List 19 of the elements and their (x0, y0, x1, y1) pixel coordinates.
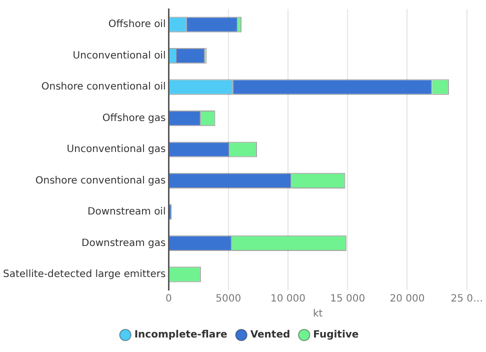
x-tick-label: 5000 (216, 294, 242, 305)
y-tick-label: Unconventional gas (66, 144, 166, 156)
x-tick-label: 25 0… (450, 294, 483, 305)
y-tick-label: Satellite-detected large emitters (2, 268, 166, 280)
legend-label: Vented (250, 330, 290, 341)
legend-label: Incomplete-flare (134, 330, 228, 341)
y-tick-label: Downstream oil (88, 206, 166, 218)
y-tick-label: Unconventional oil (72, 50, 166, 62)
x-tick-label: 0 (166, 294, 172, 305)
legend-label: Fugitive (313, 330, 359, 341)
x-axis-title: kt (312, 308, 323, 320)
y-tick-label: Offshore gas (102, 112, 166, 124)
y-tick-label: Onshore conventional gas (35, 175, 166, 186)
y-tick-label: Offshore oil (108, 19, 166, 30)
y-tick-label: Onshore conventional oil (41, 82, 166, 93)
x-tick-label: 20 000 (390, 294, 425, 305)
x-tick-label: 10 000 (270, 294, 306, 305)
x-tick-label: 15 000 (330, 294, 366, 305)
y-tick-label: Downstream gas (81, 238, 166, 249)
